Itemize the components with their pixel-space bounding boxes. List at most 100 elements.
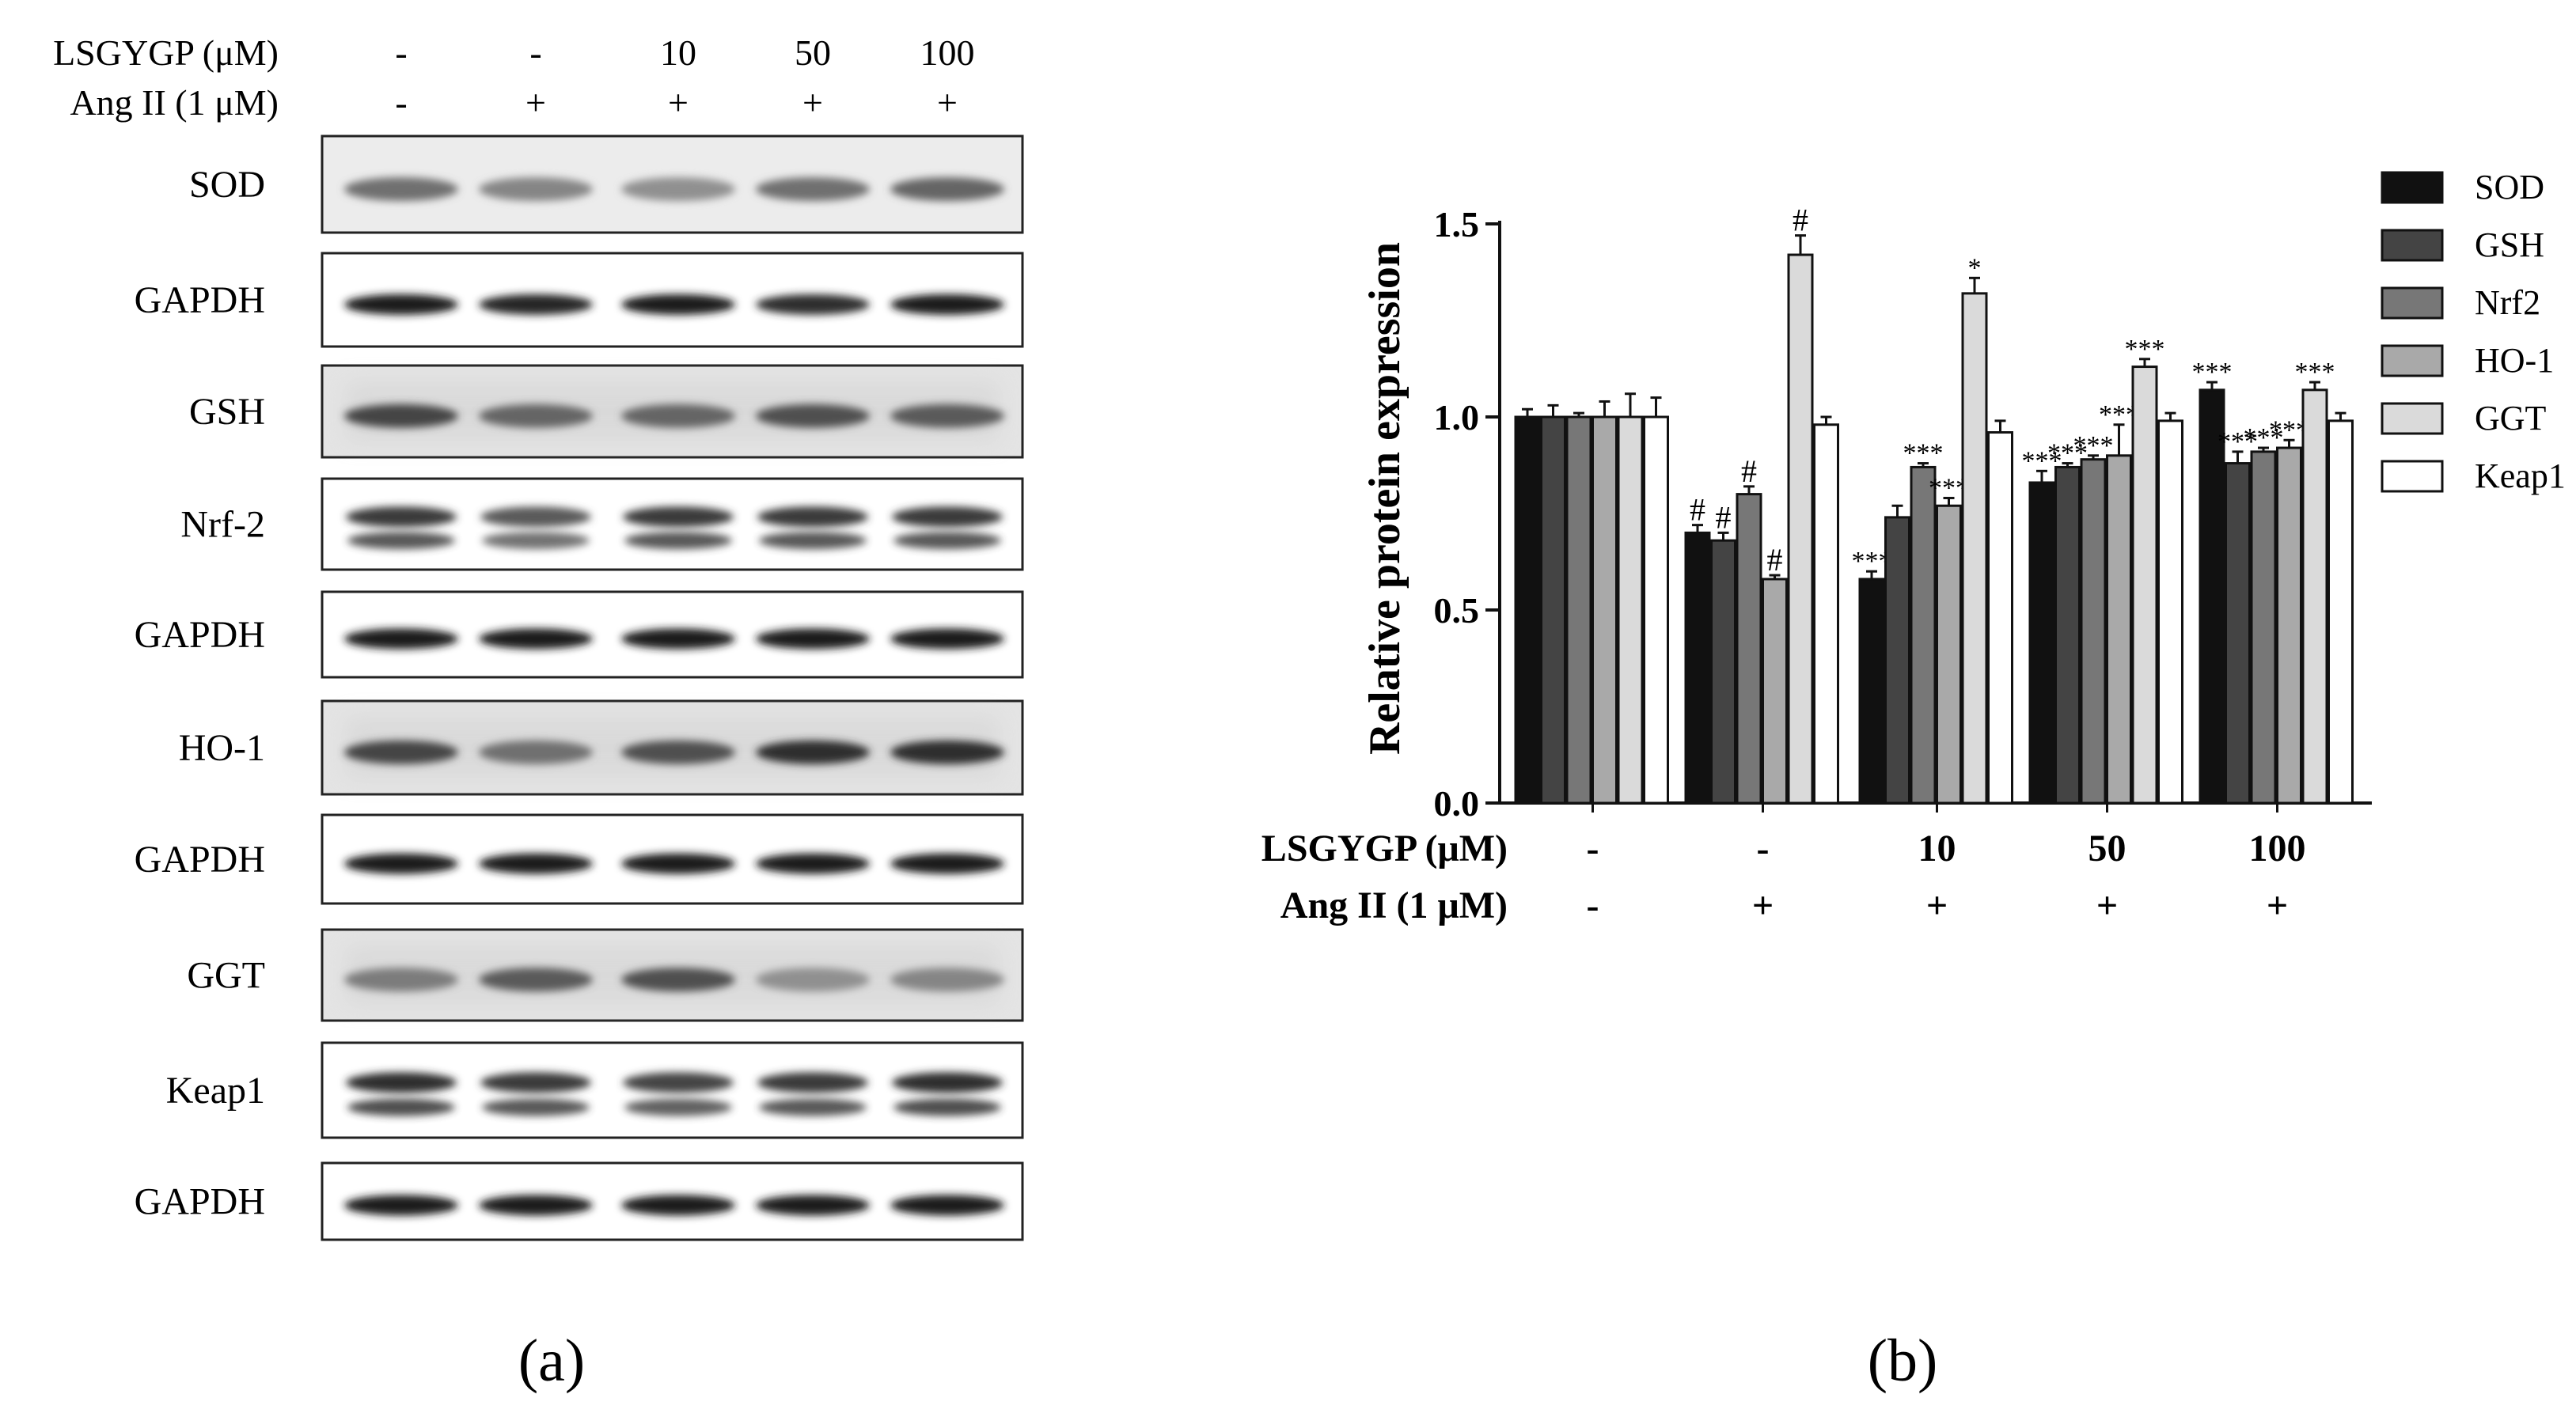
chart-treatment-value: - bbox=[1757, 828, 1770, 869]
western-blot-panel: LSGYGP (μM) - - 10 50 100 Ang II (1 μM) - + + + + S… bbox=[53, 32, 1024, 1394]
bar bbox=[1565, 415, 1592, 805]
blot-band bbox=[621, 403, 735, 428]
significance-mark: *** bbox=[2125, 335, 2165, 364]
significance-mark: # bbox=[1767, 542, 1783, 578]
blot-treatment-value: + bbox=[937, 82, 958, 123]
blot-label: GGT bbox=[187, 955, 265, 997]
panel-b-label: (b) bbox=[1868, 1328, 1938, 1394]
blot-band bbox=[756, 628, 870, 650]
chart-treatment-value: 50 bbox=[2088, 828, 2126, 869]
significance-mark: # bbox=[1741, 453, 1757, 489]
bar bbox=[1617, 415, 1644, 805]
bar bbox=[1592, 415, 1618, 805]
blot-row: HO-1 bbox=[179, 699, 1024, 796]
blot-band bbox=[892, 1072, 1003, 1093]
blot-band bbox=[344, 177, 458, 202]
series-ho-1: #********* bbox=[1592, 400, 2309, 805]
blot-label: GAPDH bbox=[135, 1181, 265, 1223]
blot-band bbox=[621, 628, 735, 650]
significance-mark: * bbox=[1968, 253, 1982, 282]
blot-band bbox=[893, 532, 1001, 550]
bar bbox=[1736, 493, 1762, 805]
blot-band bbox=[479, 740, 593, 764]
panel-a-label: (a) bbox=[518, 1328, 585, 1394]
blot-band bbox=[621, 177, 735, 202]
blot-band bbox=[344, 403, 458, 428]
bar bbox=[1961, 292, 1988, 805]
significance-mark: # bbox=[1793, 203, 1808, 238]
chart-treatment-label: LSGYGP (μM) bbox=[1261, 828, 1508, 869]
legend-label: GGT bbox=[2475, 399, 2547, 438]
blot-band bbox=[347, 1098, 455, 1116]
legend-swatch bbox=[2381, 460, 2444, 493]
blot-band bbox=[623, 1072, 734, 1093]
bar bbox=[1684, 531, 1711, 805]
blot-row: GSH bbox=[189, 364, 1024, 459]
blot-band bbox=[344, 740, 458, 764]
blot-band bbox=[759, 532, 867, 550]
blot-band bbox=[344, 1195, 458, 1216]
blot-band bbox=[757, 1072, 868, 1093]
significance-mark: *** bbox=[2295, 358, 2335, 387]
bar bbox=[1514, 415, 1541, 805]
blot-band bbox=[890, 628, 1004, 650]
blot-label: Nrf-2 bbox=[180, 504, 265, 546]
blot-band bbox=[479, 177, 593, 202]
blot-label: Keap1 bbox=[166, 1070, 265, 1112]
blot-band bbox=[482, 532, 590, 550]
chart-treatment-value: + bbox=[2267, 885, 2288, 926]
blot-band bbox=[344, 853, 458, 874]
chart-bars: #*********#*** ***# *** *** ***#*********#**… bbox=[1514, 203, 2354, 805]
blot-band bbox=[621, 1195, 735, 1216]
blot-band bbox=[890, 177, 1004, 202]
blot-band bbox=[890, 968, 1004, 992]
blot-band bbox=[344, 968, 458, 992]
bar bbox=[1987, 431, 2013, 805]
legend-swatch bbox=[2381, 402, 2444, 435]
blot-band bbox=[756, 177, 870, 202]
y-axis-label: Relative protein expression bbox=[1360, 242, 1409, 755]
blot-band bbox=[479, 1195, 593, 1216]
significance-mark: *** bbox=[2192, 358, 2233, 387]
bar bbox=[1910, 465, 1937, 805]
blot-band bbox=[346, 1072, 457, 1093]
bar bbox=[2157, 419, 2183, 805]
bar bbox=[2225, 462, 2251, 805]
blot-row: GGT bbox=[187, 928, 1024, 1022]
blot-row: SOD bbox=[189, 134, 1024, 234]
blot-band bbox=[344, 628, 458, 650]
blot-band bbox=[890, 403, 1004, 428]
chart-treatment-value: + bbox=[1752, 885, 1774, 926]
blot-band bbox=[623, 506, 734, 528]
blot-row: Nrf-2 bbox=[180, 477, 1024, 571]
blot-band bbox=[621, 740, 735, 764]
blot-label: GSH bbox=[189, 391, 265, 433]
significance-mark: *** bbox=[1903, 439, 1944, 468]
y-tick-label: 0.0 bbox=[1434, 783, 1480, 824]
chart-treatment-label: Ang II (1 μM) bbox=[1280, 885, 1508, 926]
blot-label: HO-1 bbox=[179, 727, 265, 769]
blot-band bbox=[344, 294, 458, 315]
legend-label: Keap1 bbox=[2475, 456, 2566, 495]
blot-band bbox=[759, 1098, 867, 1116]
blot-band bbox=[346, 506, 457, 528]
chart-legend: SOD GSH Nrf2 HO-1 GGT Keap1 bbox=[2381, 168, 2566, 495]
blot-band bbox=[624, 532, 732, 550]
legend-item: GGT bbox=[2381, 399, 2547, 438]
blot-band bbox=[479, 294, 593, 315]
blot-band bbox=[480, 1072, 591, 1093]
blot-row: GAPDH bbox=[135, 590, 1024, 679]
blot-label: GAPDH bbox=[135, 614, 265, 656]
blot-treatment-label: LSGYGP (μM) bbox=[53, 32, 279, 73]
blot-treatment-header: LSGYGP (μM) - - 10 50 100 Ang II (1 μM) - + + + + bbox=[53, 32, 974, 123]
bar bbox=[1643, 415, 1669, 805]
legend-label: HO-1 bbox=[2475, 341, 2554, 380]
blot-band bbox=[624, 1098, 732, 1116]
legend-label: SOD bbox=[2475, 168, 2544, 206]
chart-treatment-value: - bbox=[1587, 828, 1599, 869]
chart-treatment-value: - bbox=[1587, 885, 1599, 926]
bar bbox=[1858, 578, 1885, 805]
blot-treatment-value: + bbox=[802, 82, 823, 123]
bar bbox=[2276, 446, 2302, 805]
bar bbox=[1762, 578, 1788, 805]
